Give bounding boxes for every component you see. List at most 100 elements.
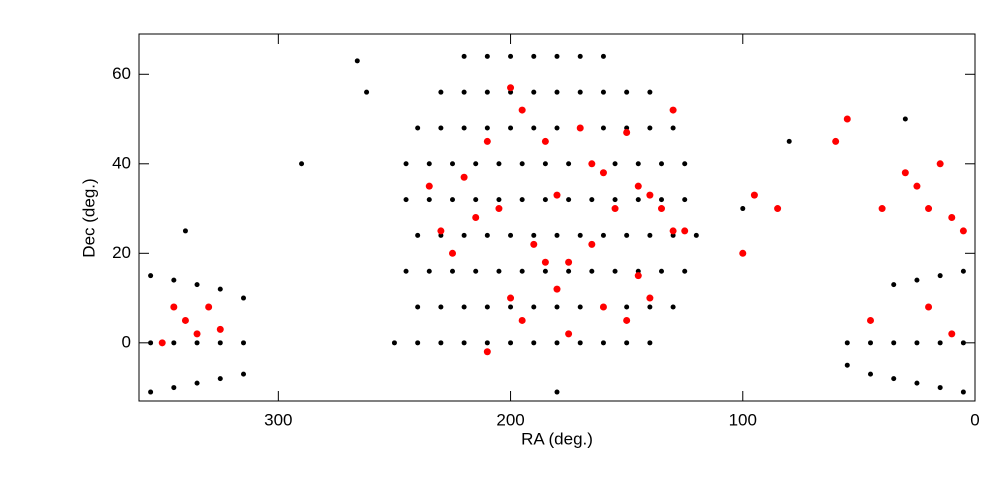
point [415,340,421,346]
point [426,268,432,274]
point [553,191,561,199]
point [647,125,653,131]
point [531,304,537,310]
point [960,268,966,274]
y-tick-label: 20 [112,243,131,262]
point [658,205,665,213]
point [925,303,933,311]
point [659,268,664,274]
point [508,232,514,238]
y-tick-label: 40 [112,153,131,172]
point [194,340,200,346]
point [508,340,514,346]
point [624,304,630,310]
point [577,89,583,95]
point [588,160,596,168]
point [461,53,467,59]
point [483,137,491,145]
point [960,389,966,395]
point [531,125,537,131]
point [577,232,583,238]
point [843,115,851,123]
point [868,371,873,377]
point [542,161,548,167]
point [669,106,677,114]
point [354,58,360,64]
point [902,116,908,122]
point [415,304,421,310]
point [739,249,747,257]
y-axis-label: Dec (deg.) [79,178,98,257]
point [461,89,467,95]
point [624,232,630,238]
point [181,316,189,324]
point [600,89,606,95]
point [612,197,618,203]
point [577,340,583,346]
point [891,282,897,288]
point [589,268,595,274]
point [217,340,223,346]
point [937,340,943,346]
point [460,173,468,181]
point [682,197,688,203]
point [577,53,583,59]
point [473,161,479,167]
point [484,53,490,59]
point [750,191,758,199]
point [682,268,688,274]
point [461,125,467,131]
point [624,340,630,346]
point [913,182,921,190]
point [450,268,455,274]
point [450,161,455,167]
point [891,376,897,382]
point [217,286,223,292]
point [519,268,525,274]
x-tick-label: 0 [970,410,979,429]
point [647,340,653,346]
point [425,182,433,190]
point [194,380,200,386]
point [600,125,606,131]
point [948,330,956,338]
point [483,348,491,356]
point [693,232,699,238]
point [844,340,850,346]
point [960,340,966,346]
point [937,385,943,391]
point [659,197,664,203]
point [914,380,920,386]
point [647,304,653,310]
point [786,138,792,144]
point [565,330,573,338]
point [936,160,944,168]
point [194,282,200,288]
point [519,161,525,167]
point [205,303,213,311]
point [612,161,618,167]
point [241,371,246,377]
point [600,53,606,59]
point [217,376,223,382]
point [554,53,560,59]
point [496,268,502,274]
point [438,125,444,131]
point [438,89,444,95]
point [496,197,502,203]
point [508,125,514,131]
point [391,340,397,346]
point [541,137,549,145]
point [531,89,537,95]
point [646,294,654,302]
point [241,295,246,301]
point [937,273,943,279]
plot-frame [138,33,976,402]
point [670,125,676,131]
point [484,340,490,346]
point [774,205,782,213]
point [925,205,933,213]
point [542,197,548,203]
point [542,268,548,274]
